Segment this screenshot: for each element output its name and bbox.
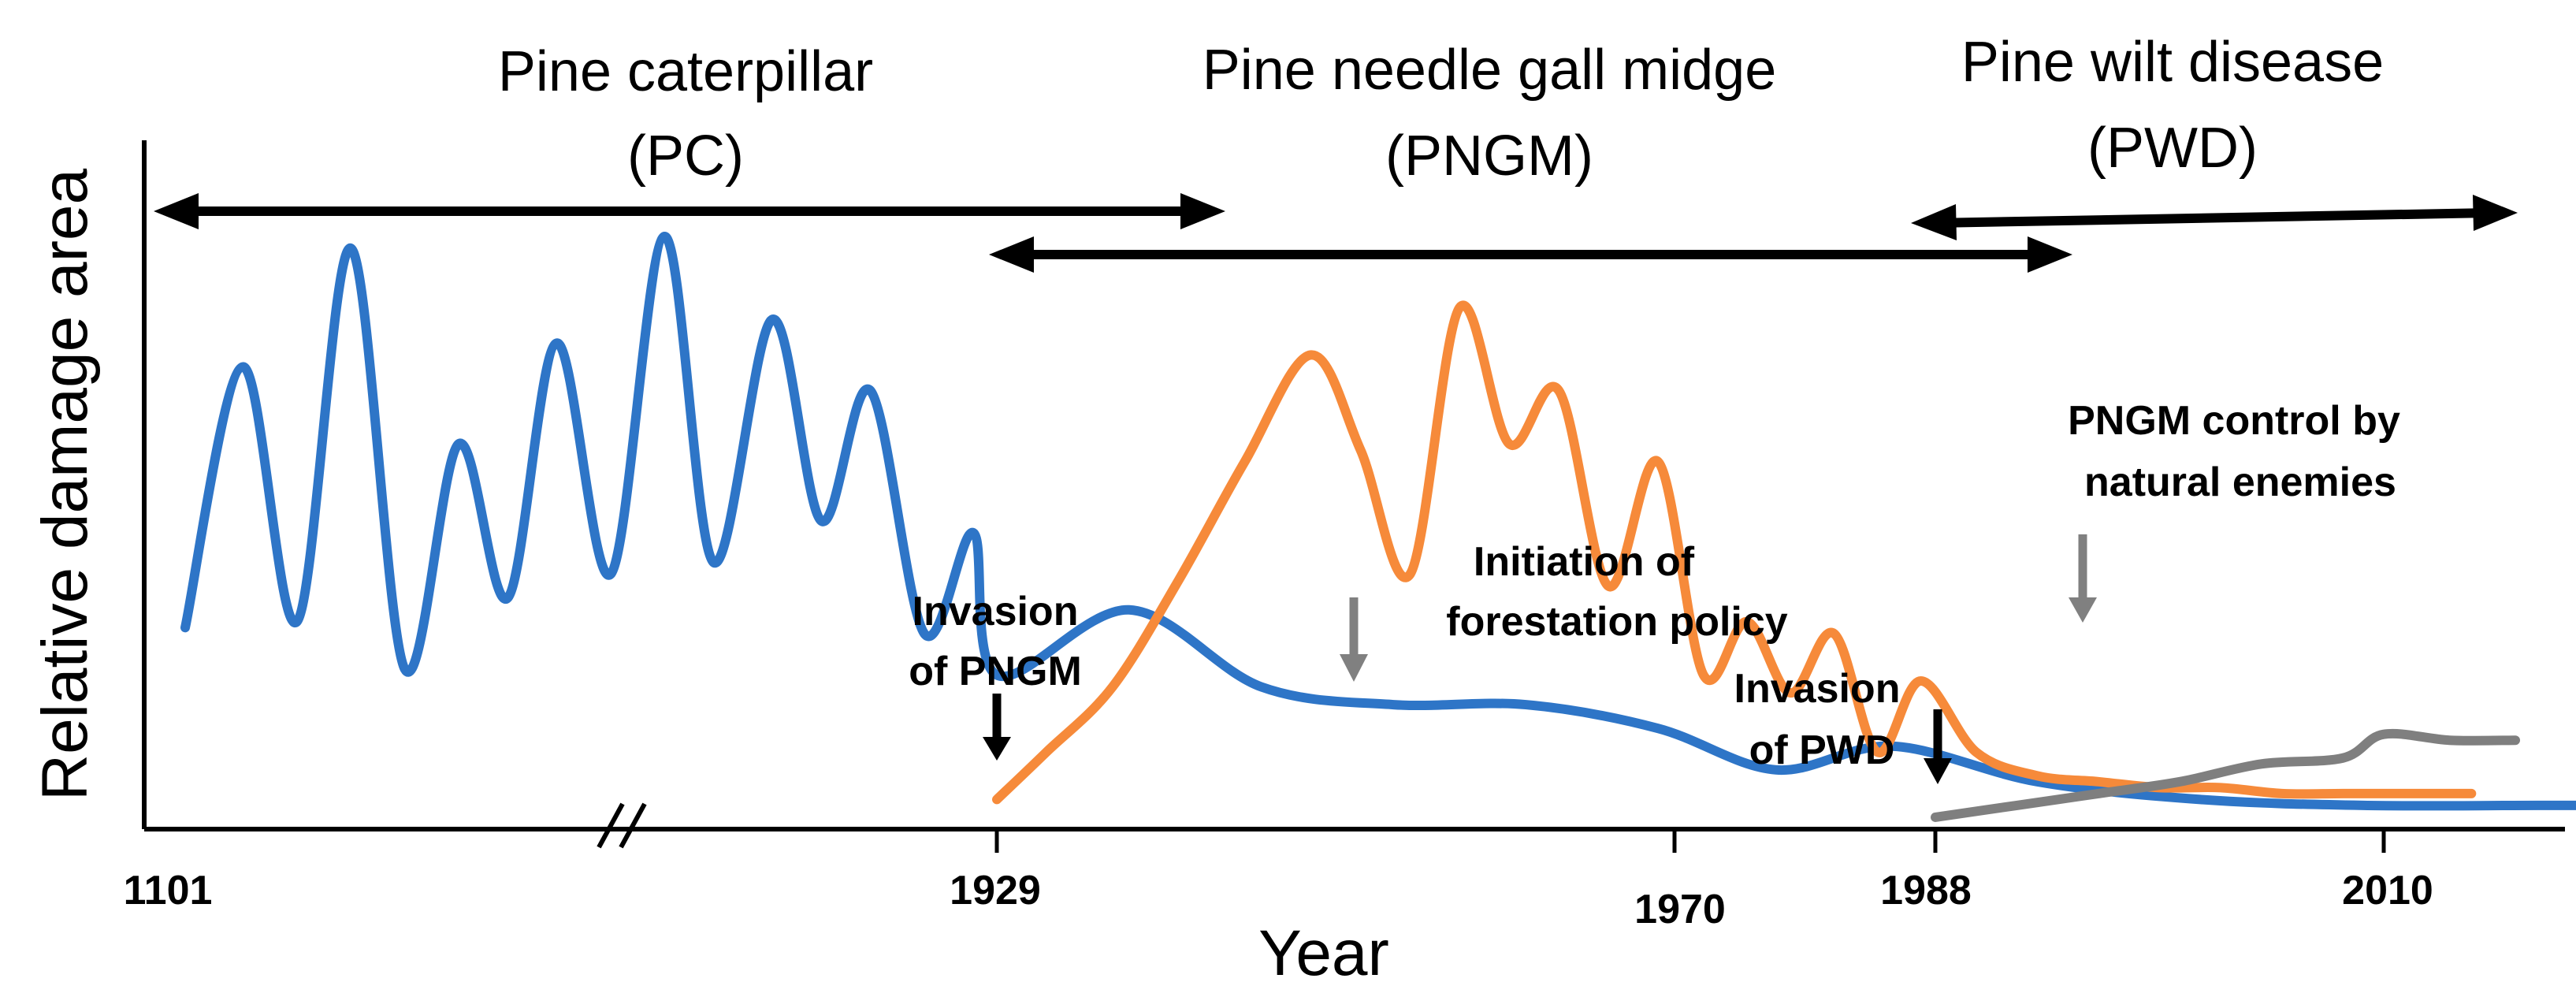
annotation-forestation-policy: Initiation of forestation policy [1340, 539, 1788, 682]
annotation-forestation-line2: forestation policy [1446, 599, 1787, 645]
annotation-invasion-pwd: Invasion of PWD [1734, 666, 1952, 784]
axes [142, 140, 2565, 853]
period-pwd-arrow [1911, 195, 2518, 240]
period-labels: Pine caterpillar (PC) Pine needle gall m… [498, 31, 2384, 188]
down-arrow-icon [2069, 534, 2097, 623]
tick-label-1101: 1101 [124, 868, 213, 913]
series-line-2 [1931, 728, 2520, 822]
tick-label-1929: 1929 [950, 868, 1041, 913]
x-axis-title: Year [1258, 917, 1389, 989]
period-pngm-abbr: (PNGM) [1385, 125, 1593, 188]
annotation-invasion-pngm: Invasion of PNGM [909, 589, 1082, 761]
down-arrow-icon [1340, 597, 1368, 682]
tick-label-1970: 1970 [1634, 887, 1726, 932]
annotation-natural-enemies-line1: PNGM control by [2068, 398, 2400, 444]
annotation-invasion-pwd-line2: of PWD [1749, 727, 1895, 773]
annotations: Invasion of PNGM Initiation of forestati… [909, 398, 2400, 784]
annotation-invasion-pngm-line2: of PNGM [909, 649, 1082, 694]
period-pwd-abbr: (PWD) [2087, 117, 2258, 180]
annotation-natural-enemies: PNGM control by natural enemies [2068, 398, 2400, 623]
period-pwd-title: Pine wilt disease [1961, 31, 2384, 94]
series-line-1 [992, 300, 2477, 805]
series-layer [180, 231, 2576, 822]
tick-label-1988: 1988 [1880, 868, 1972, 913]
axis-break [597, 802, 647, 849]
period-arrows [154, 193, 2518, 273]
period-pngm-arrow [989, 236, 2072, 273]
tick-label-2010: 2010 [2342, 868, 2433, 913]
down-arrow-icon [983, 694, 1011, 761]
annotation-invasion-pngm-line1: Invasion [913, 589, 1079, 634]
period-pc-abbr: (PC) [627, 125, 744, 188]
annotation-forestation-line1: Initiation of [1474, 539, 1695, 585]
x-tick-labels: 1101 1929 1970 1988 2010 [124, 868, 2433, 932]
series-line-0 [180, 231, 2576, 811]
period-pc-arrow [154, 193, 1225, 229]
down-arrow-icon [1924, 709, 1952, 784]
annotation-natural-enemies-line2: natural enemies [2084, 459, 2396, 505]
period-pngm-title: Pine needle gall midge [1203, 39, 1777, 102]
y-axis-title: Relative damage area [29, 168, 101, 801]
period-pc-title: Pine caterpillar [498, 40, 873, 103]
annotation-invasion-pwd-line1: Invasion [1734, 666, 1901, 712]
